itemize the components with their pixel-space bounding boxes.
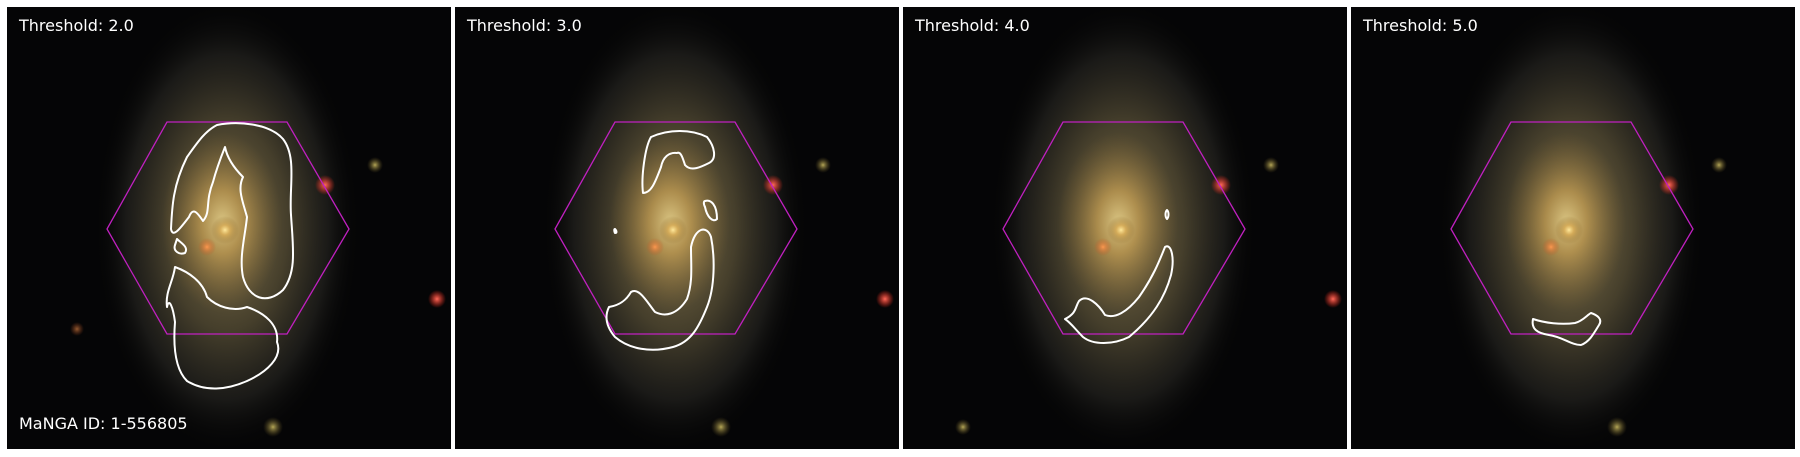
ifu-hexagon: [106, 121, 350, 335]
panel-threshold-4: Threshold: 4.0: [903, 7, 1347, 449]
threshold-label: Threshold: 3.0: [467, 16, 582, 35]
contour-lines: [605, 130, 718, 351]
ifu-hexagon: [1002, 121, 1246, 335]
contour-lines: [165, 122, 295, 390]
panel-threshold-5: Threshold: 5.0: [1351, 7, 1795, 449]
ifu-hexagon: [554, 121, 798, 335]
contour-lines: [1531, 312, 1602, 346]
threshold-label: Threshold: 2.0: [19, 16, 134, 35]
threshold-label: Threshold: 5.0: [1363, 16, 1478, 35]
ifu-hexagon: [1450, 121, 1694, 335]
manga-id-label: MaNGA ID: 1-556805: [19, 414, 188, 433]
threshold-label: Threshold: 4.0: [915, 16, 1030, 35]
panel-threshold-2: Threshold: 2.0 MaNGA ID: 1-556805: [7, 7, 451, 449]
galaxy-image: [1351, 7, 1795, 449]
galaxy-image: [903, 7, 1347, 449]
panel-threshold-3: Threshold: 3.0: [455, 7, 899, 449]
galaxy-image: [455, 7, 899, 449]
galaxy-image: [7, 7, 451, 449]
contour-lines: [1064, 209, 1174, 344]
